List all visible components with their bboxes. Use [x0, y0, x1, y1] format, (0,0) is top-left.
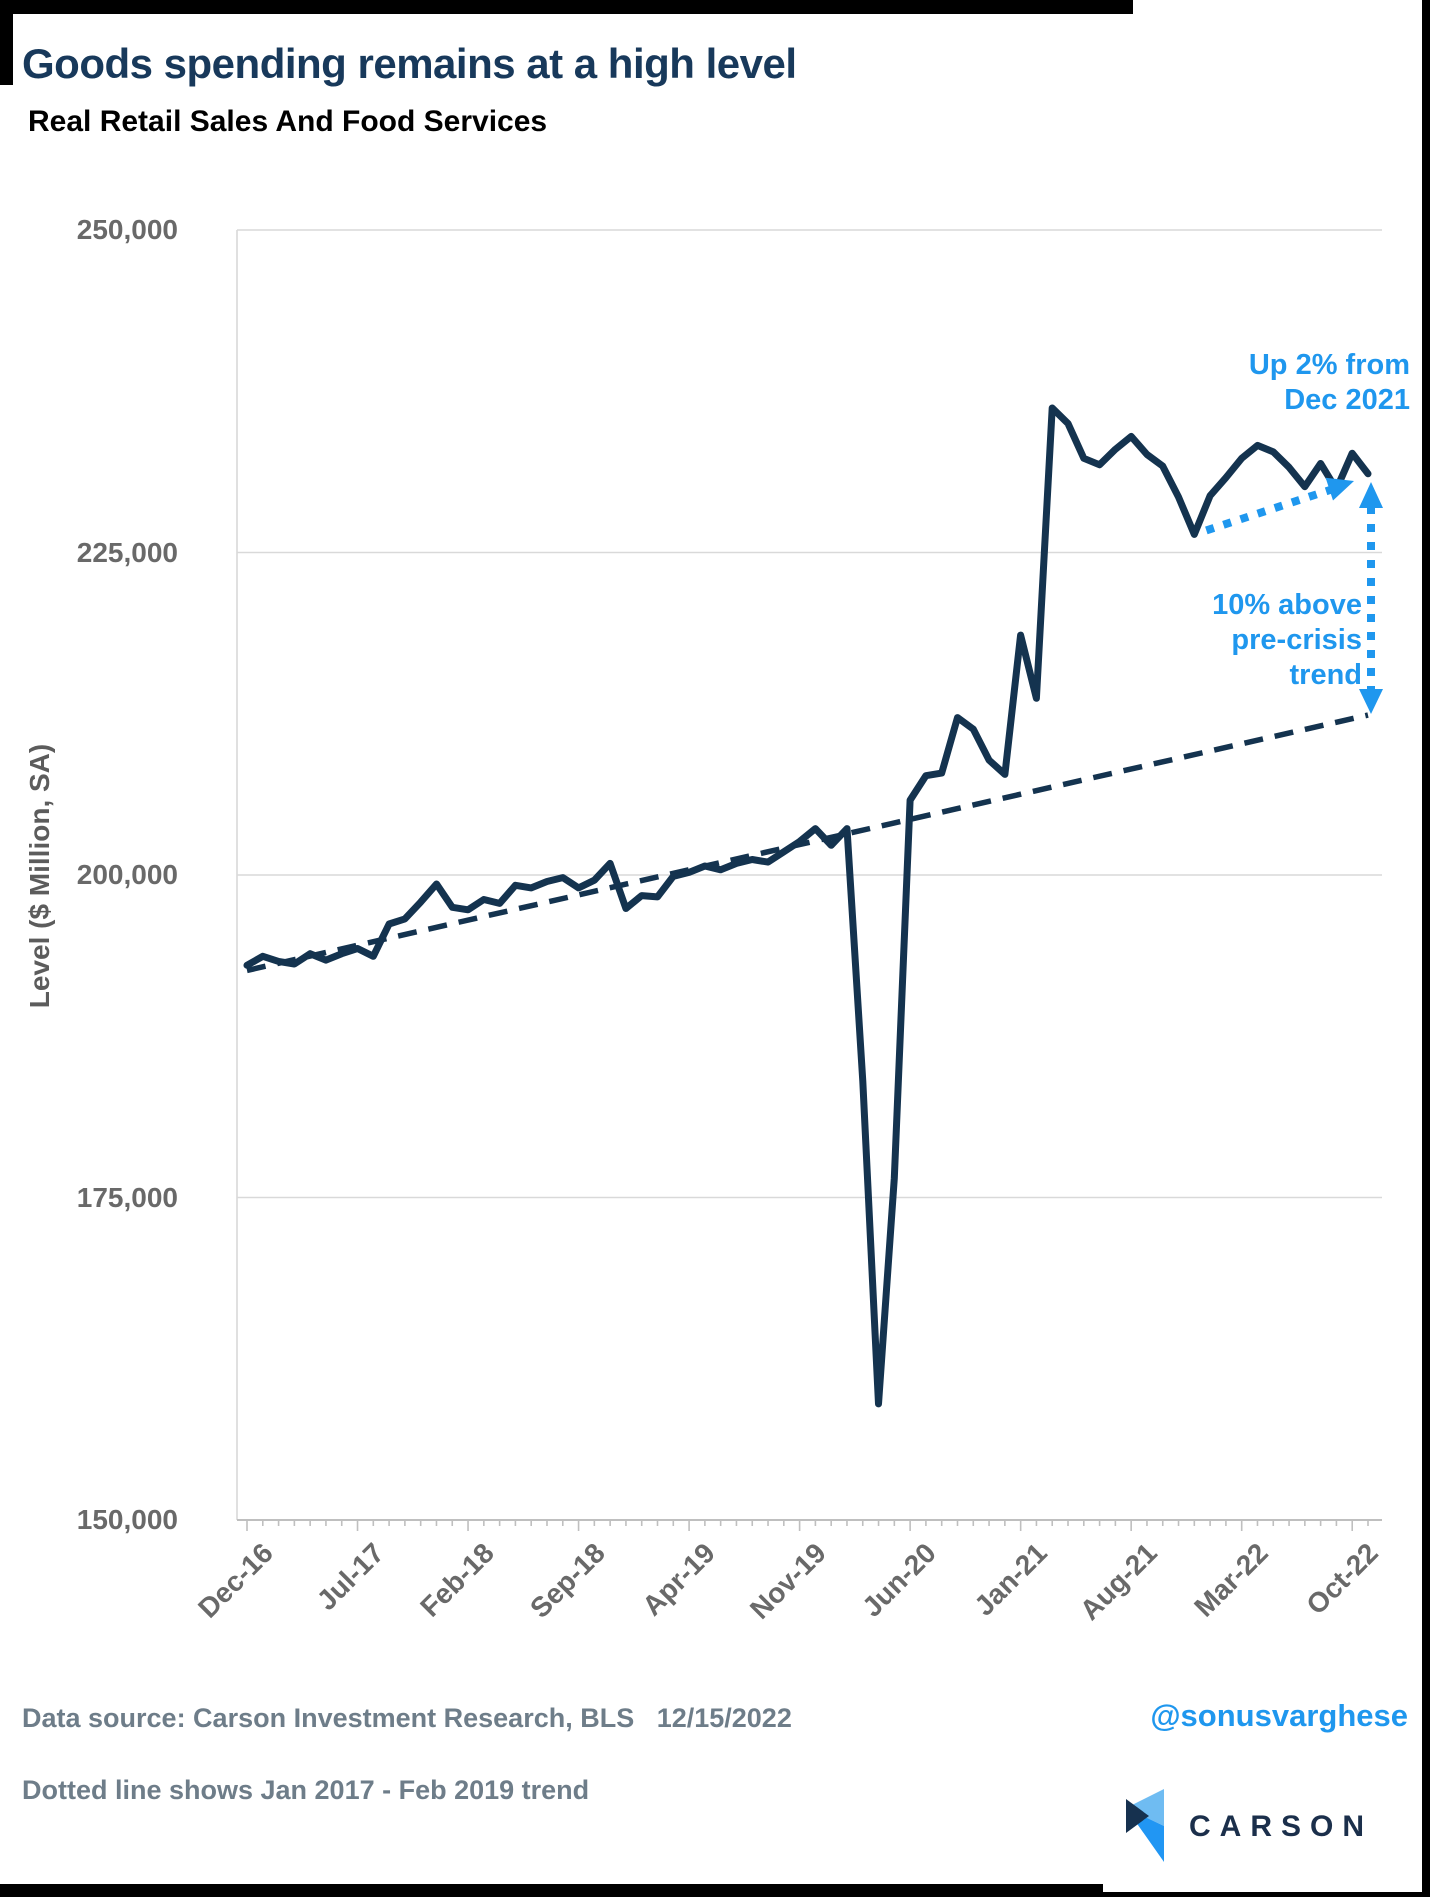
retail-sales-line	[243, 404, 1372, 1408]
up-2pct-arrow-shaft	[1205, 485, 1335, 535]
trend-note-text: Dotted line shows Jan 2017 - Feb 2019 tr…	[22, 1775, 590, 1805]
carson-chevron-icon	[1126, 1789, 1164, 1862]
up-2pct-arrowhead	[1325, 477, 1354, 501]
annotation-up-2pct: Up 2% from Dec 2021	[1248, 349, 1410, 416]
carson-logo: CARSON	[1103, 1766, 1422, 1892]
trend-line	[246, 712, 1369, 974]
y-tick-label: 150,000	[76, 1504, 178, 1535]
y-tick-label: 225,000	[76, 536, 178, 568]
10pct-arrowhead-down	[1359, 689, 1383, 714]
decorative-bar-top	[0, 0, 1133, 14]
page-title: Goods spending remains at a high level	[22, 40, 797, 88]
decorative-bar-right	[1422, 0, 1430, 1897]
chart-title: Real Retail Sales And Food Services	[28, 104, 548, 138]
data-source-text: Data source: Carson Investment Research,…	[22, 1703, 792, 1733]
y-tick-label: 250,000	[76, 214, 178, 245]
annotation-10pct-above-trend: 10% above pre-crisis trend	[1212, 589, 1362, 691]
decorative-bar-left	[0, 0, 13, 85]
10pct-arrowhead-up	[1359, 482, 1383, 508]
y-tick-label: 200,000	[76, 859, 178, 890]
twitter-handle: @sonusvarghese	[1150, 1698, 1408, 1733]
y-tick-label: 175,000	[76, 1181, 178, 1213]
carson-logo-text: CARSON	[1189, 1810, 1374, 1843]
decorative-bar-bottom	[0, 1884, 1430, 1897]
